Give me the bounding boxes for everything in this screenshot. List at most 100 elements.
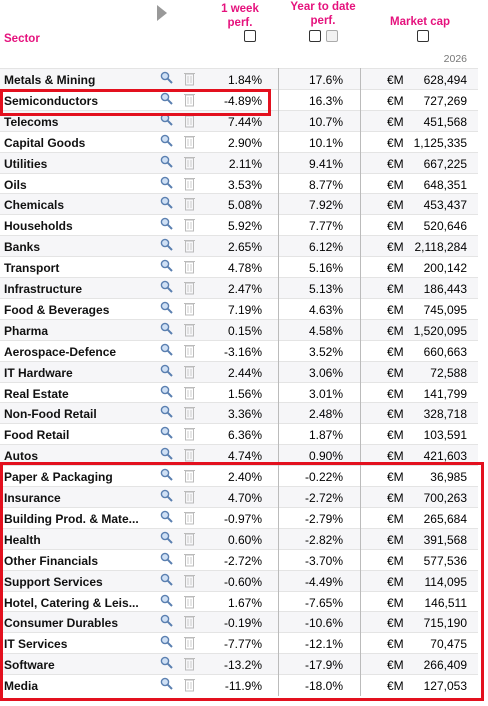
zoom-icon[interactable] [160,92,173,108]
delete-icon[interactable] [184,197,195,214]
zoom-icon[interactable] [160,614,173,630]
zoom-icon[interactable] [160,217,173,233]
sector-name[interactable]: Metals & Mining [4,73,96,87]
delete-icon[interactable] [184,490,195,507]
zoom-icon[interactable] [160,259,173,275]
delete-icon[interactable] [184,406,195,423]
zoom-icon[interactable] [160,635,173,651]
delete-icon[interactable] [184,657,195,674]
delete-icon[interactable] [184,177,195,194]
delete-icon[interactable] [184,156,195,173]
sector-name[interactable]: Non-Food Retail [4,407,97,422]
sector-name[interactable]: Software [4,658,55,673]
delete-icon[interactable] [184,93,195,110]
delete-icon[interactable] [184,281,195,298]
zoom-icon[interactable] [160,573,173,589]
sector-name[interactable]: Insurance [4,491,61,505]
zoom-icon[interactable] [160,468,173,484]
sector-name[interactable]: Semiconductors [4,93,99,108]
zoom-icon[interactable] [160,510,173,526]
zoom-icon[interactable] [160,531,173,547]
delete-icon[interactable] [184,678,195,695]
sector-name[interactable]: Households [4,219,73,234]
sector-name[interactable]: Infrastructure [4,282,83,296]
zoom-icon[interactable] [160,656,173,672]
delete-icon[interactable] [184,302,195,319]
delete-icon[interactable] [184,615,195,632]
sector-name[interactable]: Support Services [4,574,103,589]
zoom-icon[interactable] [160,489,173,505]
zoom-icon[interactable] [160,155,173,171]
zoom-icon[interactable] [160,134,173,150]
ytd-header[interactable]: Year to date perf. [290,1,356,27]
zoom-icon[interactable] [160,280,173,296]
sector-name[interactable]: Aerospace-Defence [4,344,117,359]
sector-header[interactable]: Sector [4,33,40,45]
sector-name[interactable]: Media [4,679,39,694]
delete-icon[interactable] [184,532,195,549]
delete-icon[interactable] [184,114,195,131]
sector-name[interactable]: Capital Goods [4,135,86,150]
zoom-icon[interactable] [160,322,173,338]
mcap-header[interactable]: Market cap [390,16,451,28]
dropdown[interactable] [326,30,338,42]
sector-name[interactable]: Banks [4,240,41,255]
delete-icon[interactable] [184,323,195,340]
delete-icon[interactable] [184,72,195,89]
sector-name[interactable]: Transport [4,261,60,276]
sector-name[interactable]: Paper & Packaging [4,470,113,485]
zoom-icon[interactable] [160,405,173,421]
week-header[interactable]: 1 week perf. [221,3,259,29]
zoom-icon[interactable] [160,364,173,380]
collapse-arrow[interactable] [156,4,168,22]
delete-icon[interactable] [184,344,195,361]
checkbox[interactable] [244,30,256,42]
zoom-icon[interactable] [160,385,173,401]
zoom-icon[interactable] [160,343,173,359]
sector-name[interactable]: Building Prod. & Mate... [4,511,139,526]
delete-icon[interactable] [184,218,195,235]
sector-name[interactable]: Food & Beverages [4,302,110,317]
currency: €M [387,177,404,192]
zoom-icon[interactable] [160,71,173,87]
zoom-icon[interactable] [160,426,173,442]
delete-icon[interactable] [184,469,195,486]
delete-icon[interactable] [184,135,195,152]
delete-icon[interactable] [184,574,195,591]
sector-name[interactable]: Health [4,532,41,547]
delete-icon[interactable] [184,427,195,444]
zoom-icon[interactable] [160,447,173,463]
delete-icon[interactable] [184,386,195,403]
zoom-icon[interactable] [160,594,173,610]
sector-name[interactable]: Chemicals [4,198,65,213]
delete-icon[interactable] [184,595,195,612]
sector-name[interactable]: Pharma [4,323,49,338]
checkbox[interactable] [417,30,429,42]
zoom-icon[interactable] [160,196,173,212]
delete-icon[interactable] [184,448,195,465]
delete-icon[interactable] [184,553,195,570]
zoom-icon[interactable] [160,677,173,693]
delete-icon[interactable] [184,260,195,277]
sector-name[interactable]: IT Hardware [4,365,73,380]
sector-name[interactable]: IT Services [4,637,68,652]
zoom-icon[interactable] [160,301,173,317]
sector-name[interactable]: Hotel, Catering & Leis... [4,595,139,610]
delete-icon[interactable] [184,511,195,528]
delete-icon[interactable] [184,636,195,653]
delete-icon[interactable] [184,365,195,382]
sector-name[interactable]: Other Financials [4,553,99,568]
zoom-icon[interactable] [160,176,173,192]
delete-icon[interactable] [184,239,195,256]
zoom-icon[interactable] [160,238,173,254]
sector-name[interactable]: Food Retail [4,428,70,443]
sector-name[interactable]: Consumer Durables [4,616,119,631]
sector-name[interactable]: Autos [4,449,38,464]
sector-name[interactable]: Real Estate [4,386,69,401]
sector-name[interactable]: Utilities [4,156,48,171]
zoom-icon[interactable] [160,552,173,568]
sector-name[interactable]: Telecoms [4,114,59,129]
sector-name[interactable]: Oils [4,177,27,192]
checkbox[interactable] [309,30,321,42]
